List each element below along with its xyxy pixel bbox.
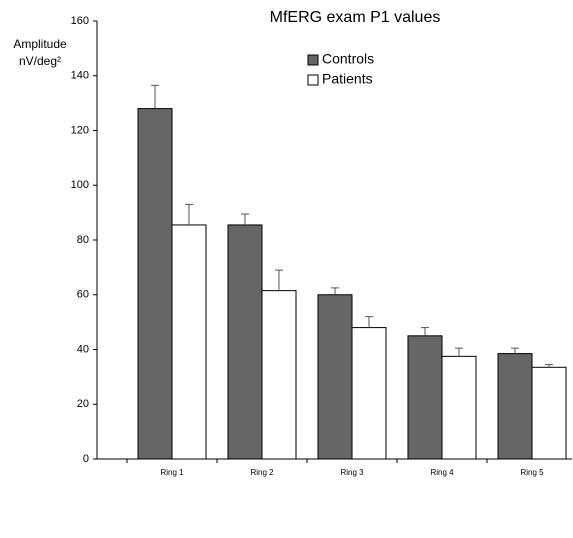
y-tick-label: 80	[77, 234, 89, 246]
y-tick-label: 140	[71, 70, 89, 82]
legend-swatch	[307, 74, 319, 86]
bar	[407, 335, 443, 460]
bar	[261, 290, 297, 460]
bar	[317, 294, 353, 460]
y-tick-label: 100	[71, 179, 89, 191]
legend-swatch	[307, 54, 319, 66]
y-axis-label: Amplitude	[13, 37, 67, 51]
bar	[351, 327, 387, 460]
x-tick-label: Ring 1	[160, 468, 184, 477]
bar	[227, 224, 263, 460]
y-axis-unit: nV/deg²	[19, 54, 61, 68]
bar	[171, 224, 207, 460]
chart-title: MfERG exam P1 values	[270, 9, 441, 26]
y-tick-label: 20	[77, 398, 89, 410]
x-tick-label: Ring 4	[430, 468, 454, 477]
y-tick-label: 60	[77, 289, 89, 301]
y-tick-label: 40	[77, 343, 89, 355]
bar	[497, 353, 533, 460]
bar	[531, 366, 567, 460]
x-tick-label: Ring 3	[340, 468, 364, 477]
bar	[441, 355, 477, 460]
legend-label: Patients	[322, 71, 373, 87]
x-tick-label: Ring 2	[250, 468, 274, 477]
y-tick-label: 120	[71, 124, 89, 136]
legend-label: Controls	[322, 51, 374, 67]
y-tick-label: 0	[83, 453, 89, 465]
x-tick-label: Ring 5	[520, 468, 544, 477]
bar	[137, 108, 173, 460]
y-tick-label: 160	[71, 15, 89, 27]
